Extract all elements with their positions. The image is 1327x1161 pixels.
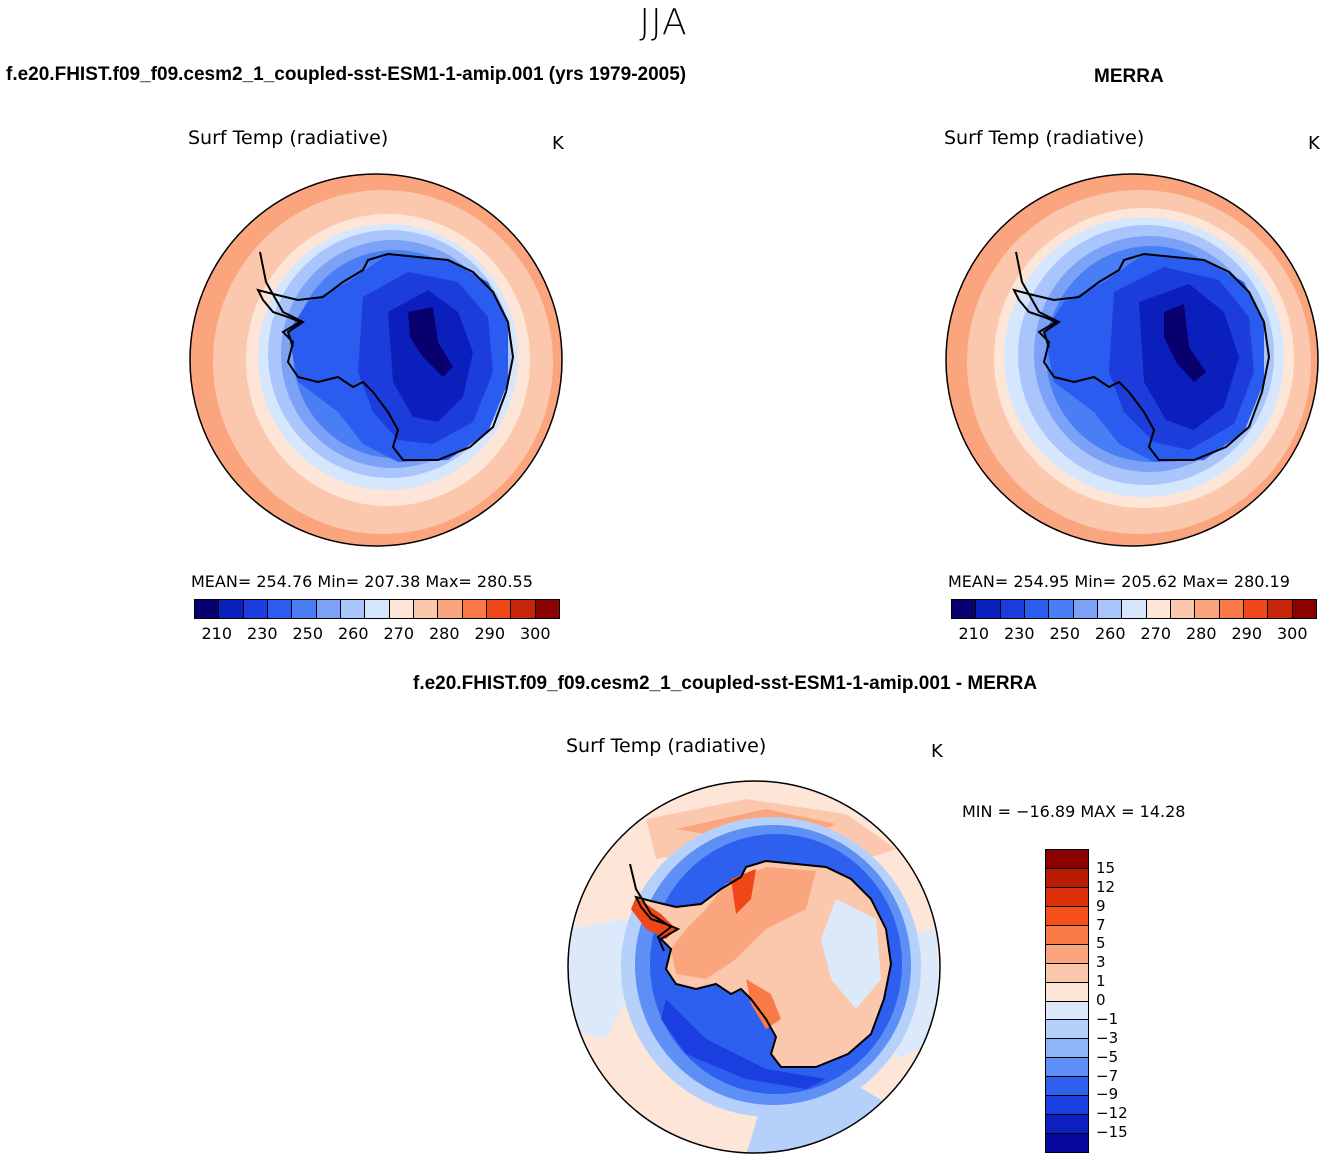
obs-colorbar-tick-label: 230 [1003, 624, 1035, 643]
diff-colorbar-label: 12 [1096, 877, 1116, 896]
diff-colorbar-swatch [1046, 1115, 1088, 1135]
diff-colorbar-swatch [1046, 1077, 1088, 1097]
diff-colorbar-label: −7 [1096, 1066, 1119, 1085]
model-colorbar-tick-label: 250 [292, 624, 324, 643]
obs-colorbar-swatch [1219, 600, 1244, 618]
model-colorbar-swatch [267, 600, 293, 618]
model-var-title: Surf Temp (radiative) [188, 127, 389, 149]
diff-colorbar-swatch [1046, 1001, 1088, 1021]
obs-colorbar-swatch [1170, 600, 1196, 618]
model-colorbar-tick-label: 260 [337, 624, 369, 643]
diff-colorbar-swatch [1046, 906, 1088, 926]
obs-stats: MEAN= 254.95 Min= 205.62 Max= 280.19 [948, 572, 1290, 591]
diff-colorbar-label: 3 [1096, 953, 1106, 972]
diff-colorbar-label: −5 [1096, 1047, 1119, 1066]
model-colorbar-swatch [195, 600, 220, 618]
model-colorbar-swatch [486, 600, 512, 618]
model-colorbar-swatch [389, 600, 414, 618]
diff-stats: MIN = −16.89 MAX = 14.28 [962, 802, 1186, 821]
obs-units: K [1308, 133, 1320, 154]
obs-colorbar-swatch [1097, 600, 1123, 618]
obs-colorbar-swatch [1292, 600, 1316, 618]
diff-case-title: f.e20.FHIST.f09_f09.cesm2_1_coupled-sst-… [413, 673, 1038, 694]
obs-colorbar-swatch [976, 600, 1001, 618]
diff-colorbar-swatch [1046, 1096, 1088, 1116]
diff-colorbar-label: 7 [1096, 915, 1106, 934]
diff-colorbar-label: 5 [1096, 934, 1106, 953]
model-colorbar-tick-label: 270 [383, 624, 415, 643]
figure-title: JJA [639, 2, 688, 43]
obs-colorbar-ticks: 210 230 250 260 270 280 290 300 [951, 624, 1315, 644]
model-colorbar-swatch [535, 600, 559, 618]
diff-colorbar-label: −9 [1096, 1085, 1119, 1104]
diff-colorbar-label: 15 [1096, 858, 1116, 877]
diff-colorbar-swatch [1046, 887, 1088, 907]
diff-units: K [931, 741, 943, 762]
diff-colorbar-swatch [1046, 1020, 1088, 1040]
diff-colorbar-label: −3 [1096, 1028, 1119, 1047]
model-colorbar-swatch [365, 600, 390, 618]
obs-colorbar-tick-label: 260 [1094, 624, 1126, 643]
obs-colorbar-swatch [1243, 600, 1269, 618]
obs-colorbar-tick-label: 210 [958, 624, 990, 643]
diff-colorbar-swatch [1046, 925, 1088, 945]
model-colorbar-tick-label: 290 [474, 624, 506, 643]
model-colorbar-ticks: 210 230 250 260 270 280 290 300 [194, 624, 558, 644]
diff-colorbar-swatch [1046, 850, 1088, 869]
model-colorbar-swatch [316, 600, 341, 618]
diff-colorbar-swatch [1046, 963, 1088, 983]
diff-colorbar-label: 0 [1096, 991, 1106, 1009]
obs-colorbar-swatch [1073, 600, 1098, 618]
diff-colorbar-swatch [1046, 944, 1088, 964]
model-polar-map [189, 173, 563, 547]
diff-colorbar-swatch [1046, 1058, 1088, 1078]
diff-polar-map [567, 780, 941, 1154]
obs-colorbar-tick-label: 250 [1049, 624, 1081, 643]
obs-colorbar-tick-label: 300 [1276, 624, 1308, 643]
obs-colorbar [951, 599, 1317, 619]
model-colorbar-swatch [511, 600, 536, 618]
obs-colorbar-swatch [1000, 600, 1025, 618]
obs-colorbar-tick-label: 280 [1185, 624, 1217, 643]
diff-colorbar-swatch [1046, 982, 1088, 1002]
model-colorbar-tick-label: 230 [246, 624, 278, 643]
model-colorbar-swatch [413, 600, 439, 618]
obs-colorbar-swatch [952, 600, 977, 618]
obs-colorbar-swatch [1049, 600, 1074, 618]
model-units: K [552, 133, 564, 154]
obs-colorbar-swatch [1122, 600, 1147, 618]
model-colorbar-swatch [340, 600, 366, 618]
diff-colorbar-label: −12 [1096, 1104, 1128, 1123]
obs-colorbar-tick-label: 270 [1140, 624, 1172, 643]
diff-colorbar-labels: 15 12 9 7 5 3 1 0 −1 −3 −5 −7 −9 −12 −15 [1096, 849, 1156, 1151]
diff-colorbar-swatch [1046, 1134, 1088, 1152]
obs-colorbar-swatch [1024, 600, 1050, 618]
model-stats: MEAN= 254.76 Min= 207.38 Max= 280.55 [191, 572, 533, 591]
diff-colorbar [1045, 849, 1089, 1153]
model-colorbar [194, 599, 560, 619]
model-colorbar-tick-label: 280 [428, 624, 460, 643]
obs-case-title: MERRA [1094, 66, 1164, 87]
obs-colorbar-tick-label: 290 [1231, 624, 1263, 643]
model-colorbar-tick-label: 210 [201, 624, 233, 643]
model-colorbar-swatch [219, 600, 244, 618]
obs-colorbar-swatch [1146, 600, 1171, 618]
model-colorbar-swatch [292, 600, 317, 618]
model-colorbar-swatch [438, 600, 463, 618]
model-colorbar-tick-label: 300 [519, 624, 551, 643]
model-case-title: f.e20.FHIST.f09_f09.cesm2_1_coupled-sst-… [6, 64, 687, 85]
diff-var-title: Surf Temp (radiative) [566, 735, 767, 757]
diff-colorbar-label: −1 [1096, 1009, 1119, 1028]
diff-colorbar-label: −15 [1096, 1123, 1128, 1142]
diff-colorbar-label: 9 [1096, 896, 1106, 915]
obs-colorbar-swatch [1195, 600, 1220, 618]
diff-colorbar-swatch [1046, 868, 1088, 888]
model-colorbar-swatch [243, 600, 268, 618]
model-colorbar-swatch [462, 600, 487, 618]
obs-colorbar-swatch [1268, 600, 1293, 618]
diff-colorbar-label: 1 [1096, 972, 1106, 991]
obs-polar-map [945, 173, 1319, 547]
obs-var-title: Surf Temp (radiative) [944, 127, 1145, 149]
diff-colorbar-swatch [1046, 1039, 1088, 1059]
